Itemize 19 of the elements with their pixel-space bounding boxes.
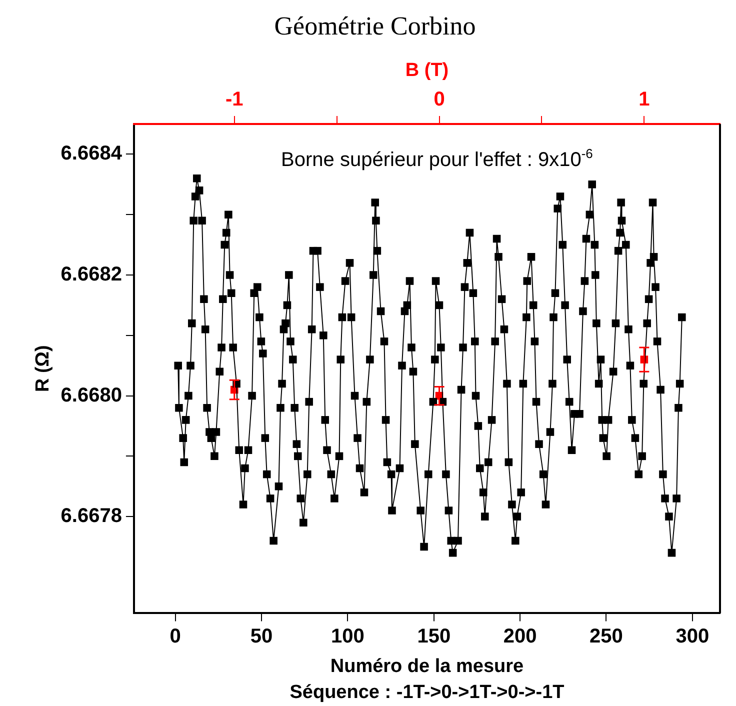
y-tick-label: 6.6684 — [60, 142, 123, 165]
x-tick-label: 300 — [676, 626, 710, 648]
x-tick-label: 0 — [170, 626, 181, 648]
y-tick-label: 6.6678 — [60, 505, 122, 528]
x2-axis-title: B (T) — [405, 60, 449, 81]
chart-title: Géométrie Corbino — [274, 11, 476, 40]
x2-tick-label: 0 — [434, 88, 445, 111]
x-tick-label: 250 — [590, 626, 623, 648]
text: Séquence : -1T->0->1T->0->-1T — [290, 682, 565, 703]
x-tick-label: 200 — [503, 626, 537, 648]
x-tick-label: 100 — [331, 626, 364, 648]
x-axis-title: Numéro de la mesure — [330, 656, 524, 677]
x2-tick-label: -1 — [225, 88, 244, 111]
x-tick-label: 50 — [250, 626, 273, 648]
y-tick-label: 6.6680 — [60, 384, 122, 406]
x-tick-label: 150 — [417, 626, 451, 648]
y-tick-label: 6.6682 — [60, 264, 122, 286]
x2-tick-label: 1 — [638, 88, 650, 111]
y-axis-title: R (Ω) — [32, 345, 54, 392]
